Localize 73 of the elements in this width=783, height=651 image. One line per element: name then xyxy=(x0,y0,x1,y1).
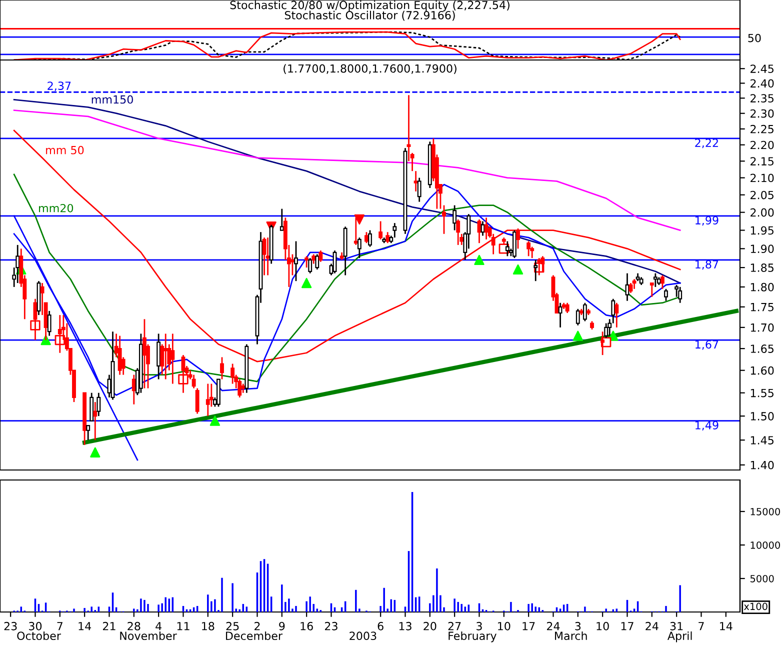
y-tick-label: 1.95 xyxy=(750,226,774,235)
x2-tick-label: March xyxy=(555,631,587,640)
x-tick-label: 17 xyxy=(522,622,535,630)
x-tick-label: 10 xyxy=(596,622,609,630)
x-tick-label: 13 xyxy=(399,622,412,630)
series-label: mm150 xyxy=(92,95,133,104)
x-tick-label: 18 xyxy=(202,622,214,630)
y-tick-label: 2.10 xyxy=(750,174,774,182)
y-tick-label: 2.25 xyxy=(750,124,774,134)
y-tick-label: 10000 xyxy=(750,541,780,549)
x2-tick-label: October xyxy=(17,631,61,640)
x-tick-label: 11 xyxy=(177,622,190,630)
x-tick-label: 30 xyxy=(29,622,42,630)
chart-subtitle: Stochastic Oscillator (72.9166) xyxy=(284,10,455,21)
x-tick-label: 31 xyxy=(670,622,683,630)
ref-line-label: 1,67 xyxy=(696,340,718,350)
y-tick-label: 2.35 xyxy=(750,94,774,103)
y-tick-label: 1.85 xyxy=(750,264,774,272)
x-tick-label: 4 xyxy=(156,622,162,630)
y-tick-label: 1.55 xyxy=(750,388,774,398)
x-tick-label: 3 xyxy=(575,622,581,630)
x-tick-label: 7 xyxy=(698,622,704,630)
x-tick-label: 25 xyxy=(226,622,239,630)
y-tick-label: 2.45 xyxy=(750,64,774,73)
x-tick-label: 16 xyxy=(300,622,313,630)
y-tick-label: 2.40 xyxy=(750,79,774,88)
chart-title: (1.7700,1.8000,1.7600,1.7900) xyxy=(284,64,456,74)
y-tick-label: 2.20 xyxy=(750,140,774,150)
y-tick-label: 1.40 xyxy=(750,460,774,470)
y-tick-label: 5000 xyxy=(750,574,774,582)
y-tick-label: 1.75 xyxy=(750,303,774,312)
y-tick-label: 15000 xyxy=(750,508,780,516)
y-tick-label: 2.00 xyxy=(750,208,774,217)
x-tick-label: 2 xyxy=(254,622,260,630)
x-tick-label: 9 xyxy=(279,622,285,630)
x-tick-label: 27 xyxy=(448,622,461,630)
x-tick-label: 14 xyxy=(720,622,732,630)
y-tick-label: 2.15 xyxy=(750,157,774,166)
x-tick-label: 24 xyxy=(546,622,560,630)
x-tick-label: 3 xyxy=(476,622,482,630)
x2-tick-label: December xyxy=(226,631,283,640)
x2-tick-label: November xyxy=(120,631,177,640)
y-tick-label: 2.30 xyxy=(750,109,774,118)
y-tick-label: 1.50 xyxy=(750,412,774,420)
x-tick-label: 23 xyxy=(324,622,338,630)
x-tick-label: 14 xyxy=(78,622,92,630)
y-tick-label: 2.05 xyxy=(750,190,774,200)
series-label: mm20 xyxy=(39,204,74,212)
y-axis-title: x100 xyxy=(744,602,768,610)
x-tick-label: 10 xyxy=(498,622,510,630)
x-tick-label: 23 xyxy=(4,622,17,630)
x2-tick-label: 2003 xyxy=(350,632,376,640)
x-tick-label: 17 xyxy=(621,622,634,630)
ref-line-label: 1,49 xyxy=(696,421,718,431)
x-tick-label: 21 xyxy=(102,622,116,630)
ref-line-label: 1,99 xyxy=(696,216,718,226)
y-tick-label: 1.90 xyxy=(750,244,774,254)
x2-tick-label: February xyxy=(448,631,496,642)
y-tick-label: 1.60 xyxy=(750,366,774,375)
ref-line-label: 2,37 xyxy=(48,82,71,92)
text: 50 xyxy=(748,34,761,42)
x-tick-label: 7 xyxy=(57,622,62,630)
x-tick-label: 6 xyxy=(378,622,384,630)
y-tick-label: 1.65 xyxy=(750,344,774,353)
x2-tick-label: April xyxy=(667,631,692,642)
y-tick-label: 1.70 xyxy=(750,323,774,332)
series-label: mm 50 xyxy=(46,146,84,154)
x-tick-label: 20 xyxy=(424,622,436,630)
y-tick-label: 1.80 xyxy=(750,282,774,292)
x-tick-label: 28 xyxy=(128,622,140,630)
x-tick-label: 24 xyxy=(646,622,658,630)
chart-title: Stochastic 20/80 w/Optimization Equity (2,227.54) xyxy=(230,0,510,12)
y-tick-label: 1.45 xyxy=(750,436,774,444)
